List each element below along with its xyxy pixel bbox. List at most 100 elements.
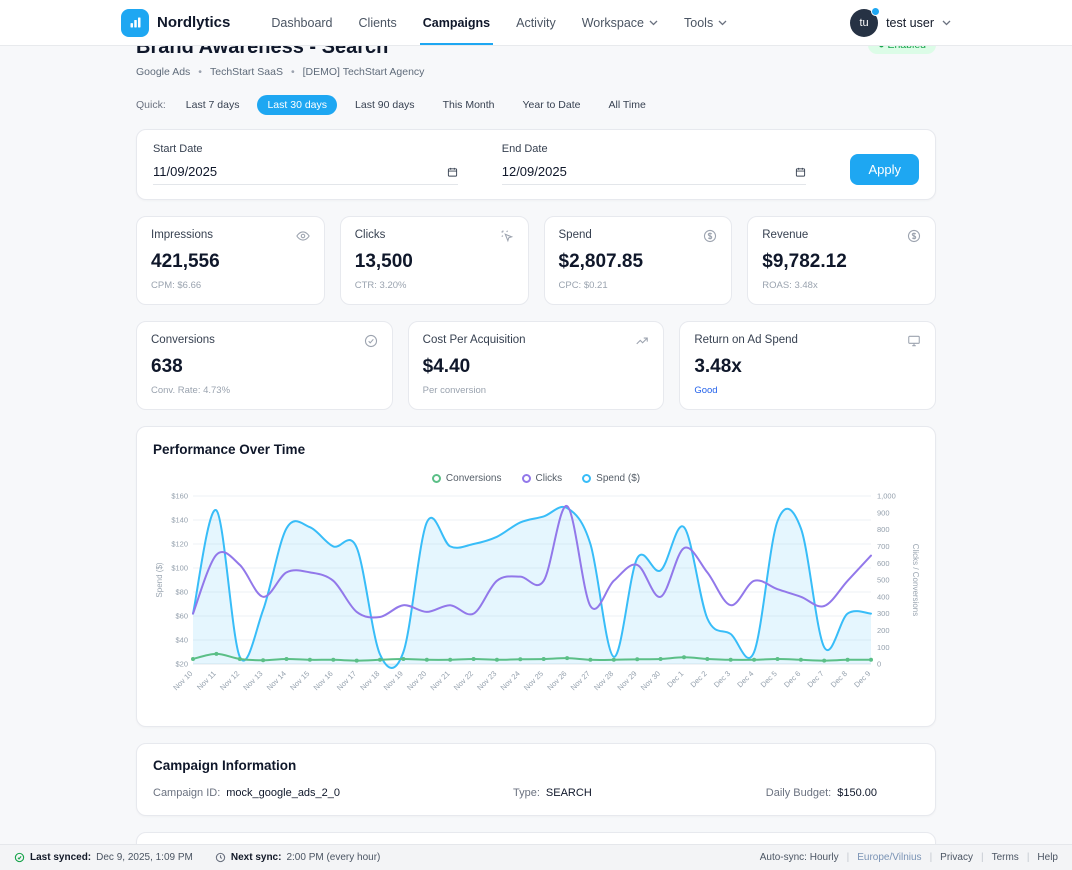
legend-item-clicks[interactable]: Clicks xyxy=(521,473,563,484)
cursor-click-icon xyxy=(500,229,514,243)
footer-separator: | xyxy=(1026,852,1030,863)
metric-value: $4.40 xyxy=(422,356,471,377)
svg-text:Nov 29: Nov 29 xyxy=(615,669,638,692)
info-field-type: Type: SEARCH xyxy=(513,787,766,799)
svg-text:300: 300 xyxy=(877,609,890,618)
metric-card-clicks: Clicks 13,500 CTR: 3.20% xyxy=(339,216,529,305)
info-value: SEARCH xyxy=(545,787,592,799)
metric-subtext: CPM: $6.66 xyxy=(151,280,202,291)
chevron-down-icon xyxy=(649,20,658,26)
metric-subtext: Conv. Rate: 4.73% xyxy=(151,385,231,396)
quick-filter-this-month[interactable]: This Month xyxy=(433,95,505,115)
nav-item-workspace[interactable]: Workspace xyxy=(571,0,669,45)
svg-text:Spend ($): Spend ($) xyxy=(155,562,164,597)
metric-value: $9,782.12 xyxy=(762,251,847,272)
chevron-down-icon xyxy=(942,20,951,26)
svg-text:Nov 13: Nov 13 xyxy=(241,669,264,692)
svg-text:200: 200 xyxy=(877,626,890,635)
svg-text:Dec 5: Dec 5 xyxy=(759,669,779,689)
metric-card-impressions: Impressions 421,556 CPM: $6.66 xyxy=(136,216,325,305)
breadcrumb-item-demo-techstart-agency[interactable]: [DEMO] TechStart Agency xyxy=(302,66,425,78)
svg-text:600: 600 xyxy=(877,559,890,568)
breadcrumb-item-google-ads[interactable]: Google Ads xyxy=(136,66,191,78)
metric-subtext: Good xyxy=(694,385,718,396)
notification-dot xyxy=(871,6,881,16)
calendar-icon[interactable] xyxy=(447,166,458,178)
info-field-campaign-id: Campaign ID: mock_google_ads_2_0 xyxy=(153,787,513,799)
performance-chart-card: Performance Over Time Conversions Clicks… xyxy=(136,426,936,727)
nav-item-tools[interactable]: Tools xyxy=(673,0,738,45)
metric-value: 13,500 xyxy=(354,251,413,272)
breadcrumb: Google Ads • TechStart SaaS • [DEMO] TechSta… xyxy=(136,66,936,78)
nav-item-dashboard[interactable]: Dashboard xyxy=(260,0,343,45)
nav-item-clients[interactable]: Clients xyxy=(348,0,408,45)
breadcrumb-separator: • xyxy=(198,66,202,78)
end-date-input[interactable]: 12/09/2025 xyxy=(501,164,567,179)
legend-label: Clicks xyxy=(535,473,563,484)
nav-item-campaigns[interactable]: Campaigns xyxy=(412,0,501,45)
end-date-field[interactable]: End Date 12/09/2025 xyxy=(501,143,807,185)
quick-filters: Quick: Last 7 days Last 30 days Last 90 da… xyxy=(136,95,936,115)
start-date-field[interactable]: Start Date 11/09/2025 xyxy=(153,143,458,185)
start-date-input[interactable]: 11/09/2025 xyxy=(153,164,218,179)
footer-item-help[interactable]: Help xyxy=(1037,852,1058,863)
metric-title: Spend xyxy=(558,229,592,241)
info-value: $150.00 xyxy=(837,787,877,799)
svg-text:$60: $60 xyxy=(175,612,188,621)
brand[interactable]: Nordlytics xyxy=(121,8,231,37)
svg-text:Dec 2: Dec 2 xyxy=(688,669,708,689)
footer-item-europe-vilnius[interactable]: Europe/Vilnius xyxy=(857,852,922,863)
svg-text:Clicks / Conversions: Clicks / Conversions xyxy=(911,544,920,616)
breadcrumb-item-techstart-saas[interactable]: TechStart SaaS xyxy=(209,66,283,78)
svg-text:Nov 30: Nov 30 xyxy=(639,669,662,692)
metrics-row-2: Conversions 638 Conv. Rate: 4.73% Cost P… xyxy=(136,321,936,410)
calendar-icon[interactable] xyxy=(795,166,806,178)
svg-text:$80: $80 xyxy=(175,588,188,597)
legend-item-conversions[interactable]: Conversions xyxy=(431,473,502,484)
quick-filter-all-time[interactable]: All Time xyxy=(599,95,656,115)
quick-filter-year-to-date[interactable]: Year to Date xyxy=(513,95,591,115)
last-synced-value: Dec 9, 2025, 1:09 PM xyxy=(96,852,193,863)
metric-title: Conversions xyxy=(151,334,215,346)
metric-title: Impressions xyxy=(151,229,213,241)
info-value: mock_google_ads_2_0 xyxy=(226,787,341,799)
nav-item-activity[interactable]: Activity xyxy=(505,0,567,45)
metric-title: Cost Per Acquisition xyxy=(422,334,526,346)
legend-swatch xyxy=(582,474,592,483)
metric-card-spend: Spend $2,807.85 CPC: $0.21 xyxy=(543,216,733,305)
footer-item-privacy[interactable]: Privacy xyxy=(940,852,973,863)
metric-title: Clicks xyxy=(354,229,386,241)
quick-filter-last-90-days[interactable]: Last 90 days xyxy=(345,95,425,115)
footer-separator: | xyxy=(980,852,984,863)
date-range-card: Start Date 11/09/2025 End Date 12/09/202… xyxy=(136,129,936,200)
svg-text:1,000: 1,000 xyxy=(877,492,896,501)
brand-name: Nordlytics xyxy=(157,14,231,31)
svg-text:Nov 17: Nov 17 xyxy=(335,669,358,692)
footer-item-terms[interactable]: Terms xyxy=(991,852,1019,863)
metric-title: Return on Ad Spend xyxy=(694,334,798,346)
metric-value: 421,556 xyxy=(151,251,220,272)
monitor-icon xyxy=(907,334,921,348)
footer-separator: | xyxy=(929,852,933,863)
svg-text:100: 100 xyxy=(877,643,890,652)
legend-swatch xyxy=(521,474,531,483)
svg-text:900: 900 xyxy=(877,508,890,517)
svg-text:Dec 8: Dec 8 xyxy=(829,669,849,689)
svg-text:Nov 27: Nov 27 xyxy=(569,669,592,692)
footer-item-auto-sync-hourly: Auto-sync: Hourly xyxy=(759,852,839,863)
footer-links: Auto-sync: Hourly | Europe/Vilnius | Privacy… xyxy=(760,852,1058,863)
svg-text:Nov 15: Nov 15 xyxy=(288,669,311,692)
svg-text:Nov 14: Nov 14 xyxy=(265,669,288,692)
quick-filter-last-7-days[interactable]: Last 7 days xyxy=(176,95,250,115)
campaign-info-title: Campaign Information xyxy=(153,758,297,773)
apply-button[interactable]: Apply xyxy=(850,154,919,185)
quick-filter-last-30-days[interactable]: Last 30 days xyxy=(257,95,338,115)
legend-item-spend[interactable]: Spend ($) xyxy=(582,473,640,484)
nav-item-label: Workspace xyxy=(581,15,645,30)
campaign-info-fields: Campaign ID: mock_google_ads_2_0 Type: SE… xyxy=(153,787,919,799)
nav-item-label: Dashboard xyxy=(271,15,333,30)
chart-legend: Conversions Clicks Spend ($) xyxy=(153,473,919,484)
user-menu[interactable]: tu test user xyxy=(850,6,951,37)
nav-item-label: Activity xyxy=(516,15,556,30)
chevron-down-icon xyxy=(718,20,727,26)
